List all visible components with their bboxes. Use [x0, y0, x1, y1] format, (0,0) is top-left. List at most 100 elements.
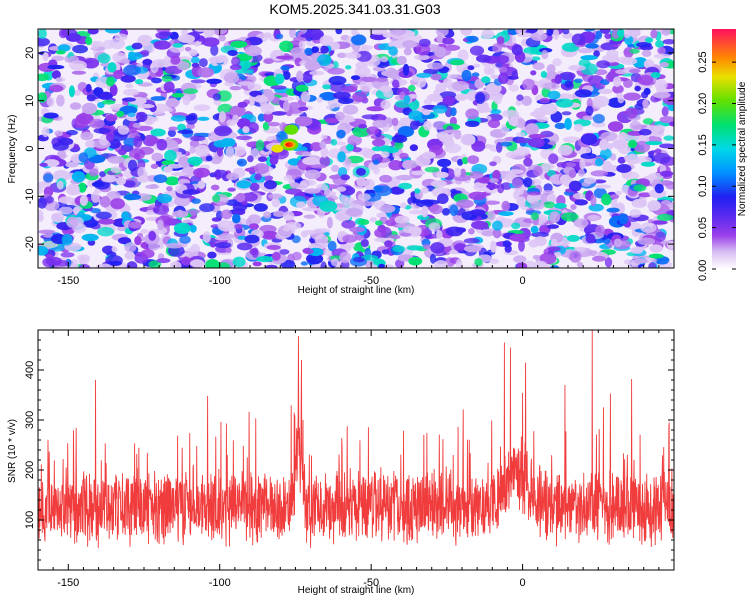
- spectrogram-cell: [256, 256, 274, 263]
- spectrogram-cell: [114, 33, 128, 41]
- spectrogram-cell: [124, 251, 135, 260]
- spectrogram-cell: [570, 204, 577, 210]
- spectrogram-cell: [516, 94, 524, 101]
- spectrogram-cell: [489, 178, 499, 184]
- spectrogram-cell: [633, 184, 647, 192]
- spectrogram-cell: [451, 81, 470, 91]
- spectrogram-cell: [263, 211, 272, 219]
- spectrogram-cell: [320, 134, 328, 140]
- spectrogram-cell: [591, 95, 610, 108]
- spectrogram-cell: [552, 58, 562, 67]
- spectrogram-cell: [630, 247, 643, 252]
- spectrogram-cell: [435, 29, 449, 37]
- spectrogram-cell: [298, 40, 306, 49]
- spectrogram-cell: [612, 76, 622, 88]
- spectrogram-cell: [655, 231, 666, 242]
- spectrogram-cell: [117, 125, 129, 135]
- spectrogram-cell: [613, 238, 623, 248]
- spectrogram-cell: [96, 263, 113, 268]
- spectrogram-x-tick-label: -100: [209, 275, 231, 287]
- spectrogram-cell: [300, 230, 308, 238]
- spectrogram-cell: [358, 124, 368, 129]
- spectrogram-cell: [47, 64, 65, 70]
- spectrogram-cell: [150, 128, 166, 137]
- spectrogram-cell: [227, 187, 236, 192]
- spectrogram-cell: [408, 110, 423, 122]
- spectrogram-cell: [326, 216, 333, 229]
- spectrogram-cell: [633, 141, 651, 153]
- spectrogram-cell: [455, 258, 463, 268]
- spectrogram-cell: [284, 221, 302, 230]
- spectrogram-cell: [595, 158, 604, 167]
- spectrogram-cell: [636, 42, 652, 48]
- spectrogram-cell: [251, 247, 259, 258]
- spectrogram-y-axis-label: Frequency (Hz): [7, 115, 18, 184]
- spectrogram-cell: [69, 60, 87, 71]
- spectrogram-cell: [105, 114, 118, 122]
- spectrogram-cell: [263, 58, 274, 64]
- spectrogram-cell: [309, 70, 325, 76]
- spectrogram-cell: [433, 260, 449, 268]
- spectrogram-cell: [137, 104, 155, 109]
- colorbar-tick-label: 0.25: [697, 51, 709, 72]
- spectrogram-cell: [659, 116, 674, 124]
- spectrogram-x-axis-label: Height of straight line (km): [298, 285, 415, 296]
- spectrogram-cell: [131, 42, 143, 50]
- spectrogram-cell: [43, 232, 54, 238]
- spectrogram-cell: [344, 52, 362, 59]
- spectrogram-cell: [546, 193, 557, 204]
- spectrogram-cell: [661, 106, 669, 117]
- spectrogram-cell: [457, 49, 469, 62]
- spectrogram-cell: [592, 255, 606, 262]
- spectrogram-cell: [537, 29, 544, 35]
- spectrogram-cell: [185, 247, 199, 259]
- spectrogram-cell: [562, 29, 570, 35]
- spectrogram-cell: [90, 191, 100, 203]
- spectrogram-cell: [81, 233, 99, 242]
- spectrogram-cell: [183, 88, 199, 95]
- spectrogram-cell: [352, 126, 370, 137]
- spectrogram-cell: [107, 156, 125, 164]
- spectrogram-cell: [109, 84, 118, 97]
- spectrogram-cell: [361, 114, 379, 120]
- spectrogram-cell: [615, 69, 630, 75]
- spectrogram-cell: [89, 118, 105, 129]
- spectrogram-peak-tertiary: [271, 144, 284, 153]
- colorbar-tick-label: 0.20: [697, 93, 709, 114]
- spectrogram-cell: [654, 183, 664, 194]
- spectrogram-cell: [618, 213, 629, 225]
- spectrogram-cell: [360, 239, 369, 247]
- spectrogram-cell: [641, 49, 652, 58]
- spectrogram-cell: [361, 76, 377, 82]
- spectrogram-cell: [468, 228, 475, 235]
- spectrogram-cell: [421, 151, 436, 159]
- colorbar-tick-label: 0.15: [697, 134, 709, 155]
- spectrogram-cell: [379, 174, 393, 183]
- spectrogram-cell: [642, 99, 649, 109]
- spectrogram-cell: [492, 43, 502, 53]
- spectrogram-cell: [170, 261, 182, 268]
- spectrogram-cell: [182, 94, 191, 106]
- spectrogram-cell: [336, 186, 347, 192]
- spectrogram-cell: [253, 203, 268, 212]
- spectrogram-cell: [543, 201, 556, 209]
- spectrogram-cell: [422, 109, 431, 116]
- spectrogram-cell: [556, 162, 567, 168]
- spectrogram-cell: [38, 197, 47, 209]
- spectrogram-cell: [244, 234, 260, 244]
- spectrogram-cell: [133, 152, 141, 160]
- spectrogram-cell: [656, 259, 669, 265]
- spectrogram-cell: [123, 64, 141, 76]
- spectrogram-cell: [435, 83, 447, 93]
- spectrogram-cell: [338, 97, 354, 105]
- spectrogram-cell: [151, 77, 162, 84]
- spectrogram-cell: [58, 206, 73, 215]
- spectrogram-cell: [226, 119, 237, 126]
- spectrogram-cell: [471, 220, 489, 230]
- spectrogram-cell: [282, 100, 290, 113]
- snr-panel: -150 -100 -50 0 100 200 300 400 Height of stra…: [7, 329, 675, 596]
- spectrogram-cell: [341, 219, 356, 229]
- spectrogram-cell: [487, 118, 501, 129]
- spectrogram-cell: [437, 193, 449, 204]
